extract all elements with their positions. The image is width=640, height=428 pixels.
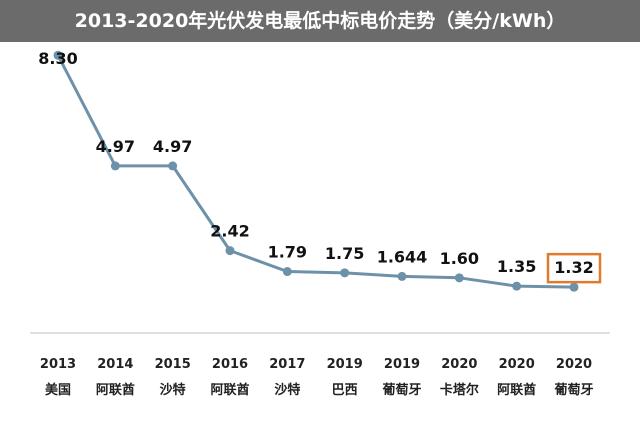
x-tick-year: 2013: [40, 357, 76, 372]
x-tick-country: 沙特: [160, 382, 186, 398]
data-label: 1.79: [268, 243, 307, 262]
data-point: [110, 161, 120, 171]
label-group: 8.30 4.97 4.97 2.42 1.79 1.75 1.644 1.60 1.35 1.3…: [38, 49, 602, 284]
x-tick-country: 卡塔尔: [440, 382, 479, 398]
x-tick-year: 2020: [556, 357, 592, 372]
data-label: 1.644: [377, 247, 428, 266]
x-tick-country: 葡萄牙: [381, 382, 421, 398]
x-tick-year: 2020: [441, 357, 477, 372]
data-point: [397, 271, 407, 281]
highlight-box: [546, 252, 602, 284]
x-tick-year: 2016: [212, 357, 248, 372]
x-tick-year: 2019: [384, 357, 420, 372]
line-chart: 8.30 4.97 4.97 2.42 1.79 1.75 1.644 1.60 1.35 1.3…: [30, 49, 610, 398]
x-tick-country: 阿联酋: [96, 382, 135, 398]
x-tick-year: 2019: [327, 357, 363, 372]
x-tick-country: 沙特: [274, 382, 300, 398]
data-label: 4.97: [96, 137, 135, 156]
x-tick-year: 2015: [155, 357, 191, 372]
x-tick-group: 2013 美国 2014 阿联酋 2015 沙特 2016 阿联酋 2017 沙特 2019 巴西 20…: [40, 357, 594, 398]
data-point: [512, 281, 522, 291]
x-tick-country: 美国: [45, 382, 71, 398]
series-line: [56, 54, 575, 289]
data-point: [340, 268, 350, 278]
data-label: 1.60: [440, 249, 479, 268]
x-tick-country: 阿联酋: [210, 382, 249, 398]
data-label: 1.32: [554, 258, 593, 277]
x-tick-year: 2014: [97, 357, 133, 372]
data-point: [282, 267, 292, 277]
x-tick-country: 葡萄牙: [553, 382, 593, 398]
x-tick-country: 巴西: [332, 383, 358, 398]
x-tick-country: 阿联酋: [497, 382, 536, 398]
series-group: [53, 50, 579, 292]
data-label: 4.97: [153, 137, 192, 156]
chart-area: 8.30 4.97 4.97 2.42 1.79 1.75 1.644 1.60 1.35 1.3…: [0, 42, 640, 428]
data-label: 1.35: [497, 257, 536, 276]
data-point: [53, 50, 63, 60]
data-point: [569, 282, 579, 292]
chart-title: 2013-2020年光伏发电最低中标电价走势（美分/kWh）: [0, 0, 640, 42]
data-label: 2.42: [210, 222, 249, 241]
x-tick-year: 2017: [269, 357, 305, 372]
data-point: [168, 161, 178, 171]
data-label: 1.75: [325, 244, 364, 263]
data-point: [454, 273, 464, 283]
x-tick-year: 2020: [499, 357, 535, 372]
data-label: 8.30: [38, 49, 77, 68]
data-point: [225, 246, 235, 256]
